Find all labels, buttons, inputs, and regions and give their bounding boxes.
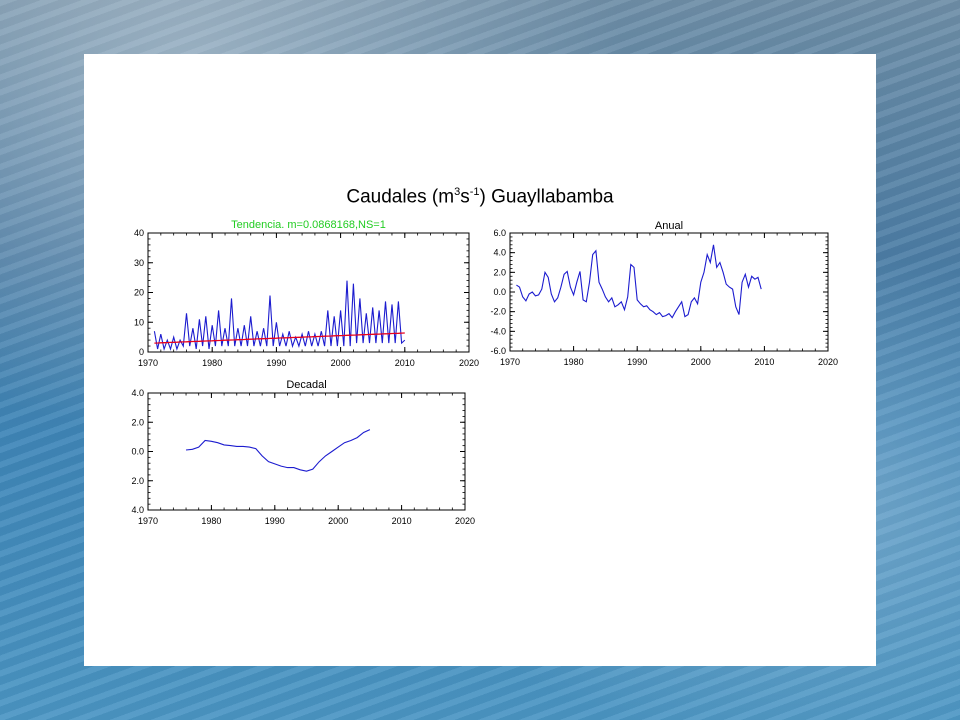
- y-tick-label: 30: [134, 258, 144, 268]
- x-tick-label-2000: 2000: [691, 357, 711, 367]
- series-line-1-1: [153, 280, 406, 351]
- x-tick-label-2020: 2020: [455, 516, 475, 526]
- plot-frame-1: [147, 232, 470, 353]
- x-tick-label-2010: 2010: [754, 357, 774, 367]
- y-tick-label: 2.0: [131, 417, 144, 427]
- y-tick-label: 2.0: [131, 476, 144, 486]
- y-tick-label: 10: [134, 317, 144, 327]
- x-tick-label-1970: 1970: [138, 516, 158, 526]
- plot-frame-3: [147, 392, 466, 511]
- y-tick-label: 0: [139, 347, 144, 357]
- chart-title-1: Tendencia. m=0.0868168,NS=1: [231, 219, 386, 231]
- y-tick-label: 4.0: [131, 388, 144, 398]
- x-tick-label-1980: 1980: [564, 357, 584, 367]
- y-tick-label: -2.0: [490, 307, 506, 317]
- y-tick-label: 4.0: [131, 505, 144, 515]
- x-tick-label-2020: 2020: [818, 357, 838, 367]
- y-tick-label: 0.0: [493, 287, 506, 297]
- series-line-1-2: [154, 332, 405, 344]
- y-tick-label: 40: [134, 228, 144, 238]
- y-tick-label: -6.0: [490, 346, 506, 356]
- slide-panel: [84, 54, 876, 666]
- y-tick-label: -4.0: [490, 326, 506, 336]
- series-line-3-1: [185, 429, 371, 472]
- figure-title: Caudales (m3s-1) Guayllabamba: [346, 186, 614, 208]
- x-tick-label-1980: 1980: [202, 358, 222, 368]
- x-tick-label-2000: 2000: [331, 358, 351, 368]
- y-tick-label: 20: [134, 288, 144, 298]
- chart-title-3: Decadal: [286, 379, 326, 391]
- x-tick-label-1980: 1980: [201, 516, 221, 526]
- x-tick-label-1970: 1970: [500, 357, 520, 367]
- x-tick-label-1970: 1970: [138, 358, 158, 368]
- x-tick-label-2010: 2010: [392, 516, 412, 526]
- x-tick-label-2000: 2000: [328, 516, 348, 526]
- x-tick-label-1990: 1990: [627, 357, 647, 367]
- x-tick-label-2010: 2010: [395, 358, 415, 368]
- y-tick-label: 6.0: [493, 228, 506, 238]
- series-line-2-1: [516, 244, 762, 319]
- y-tick-label: 0.0: [131, 447, 144, 457]
- y-tick-label: 2.0: [493, 267, 506, 277]
- y-tick-label: 4.0: [493, 248, 506, 258]
- x-tick-label-2020: 2020: [459, 358, 479, 368]
- plot-frame-2: [509, 232, 829, 352]
- chart-title-2: Anual: [655, 220, 683, 232]
- x-tick-label-1990: 1990: [266, 358, 286, 368]
- x-tick-label-1990: 1990: [265, 516, 285, 526]
